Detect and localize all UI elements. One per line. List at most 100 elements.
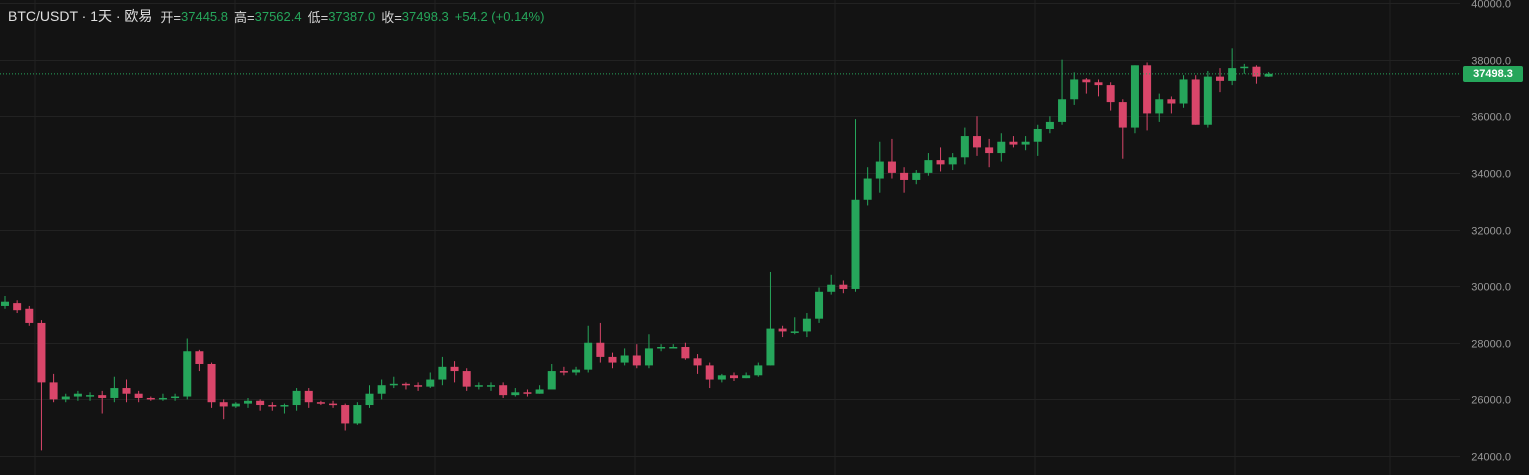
candle-78[interactable] — [948, 153, 957, 171]
candle-7[interactable] — [86, 392, 95, 401]
candle-18[interactable] — [219, 399, 228, 420]
candle-9[interactable] — [110, 376, 119, 403]
candle-72[interactable] — [875, 141, 884, 193]
candle-31[interactable] — [377, 379, 386, 400]
candle-22[interactable] — [268, 402, 277, 411]
candle-98[interactable] — [1191, 75, 1200, 125]
candle-12[interactable] — [146, 396, 155, 401]
candle-58[interactable] — [705, 362, 714, 389]
candle-27[interactable] — [329, 400, 338, 408]
candle-65[interactable] — [790, 317, 799, 335]
candle-79[interactable] — [960, 127, 969, 165]
candle-81[interactable] — [985, 138, 994, 168]
candle-77[interactable] — [936, 147, 945, 172]
candle-97[interactable] — [1179, 75, 1188, 108]
candle-96[interactable] — [1167, 96, 1176, 114]
candle-23[interactable] — [280, 403, 289, 414]
candle-90[interactable] — [1094, 79, 1103, 97]
candle-36[interactable] — [438, 356, 447, 386]
candle-82[interactable] — [997, 133, 1006, 162]
candle-73[interactable] — [887, 138, 896, 179]
candle-91[interactable] — [1106, 82, 1115, 111]
candle-15[interactable] — [183, 338, 192, 400]
candle-32[interactable] — [389, 376, 398, 389]
candle-3[interactable] — [37, 320, 46, 451]
candle-66[interactable] — [802, 313, 811, 338]
candle-86[interactable] — [1045, 116, 1054, 134]
candle-4[interactable] — [49, 373, 58, 403]
candle-103[interactable] — [1252, 65, 1261, 84]
candle-17[interactable] — [207, 362, 216, 408]
candle-13[interactable] — [158, 393, 167, 401]
candle-1[interactable] — [13, 300, 22, 314]
candle-76[interactable] — [924, 153, 933, 176]
symbol-title[interactable]: BTC/USDT · 1天 · 欧易 — [8, 8, 153, 24]
candle-35[interactable] — [426, 372, 435, 389]
candle-94[interactable] — [1143, 62, 1152, 131]
candle-67[interactable] — [815, 287, 824, 323]
candle-8[interactable] — [98, 390, 107, 414]
candle-26[interactable] — [316, 400, 325, 406]
candle-37[interactable] — [450, 361, 459, 383]
candle-68[interactable] — [827, 274, 836, 295]
candle-54[interactable] — [657, 344, 666, 352]
candle-19[interactable] — [231, 402, 240, 408]
candle-56[interactable] — [681, 342, 690, 360]
candle-102[interactable] — [1240, 63, 1249, 74]
candle-63[interactable] — [766, 271, 775, 366]
candle-49[interactable] — [596, 322, 605, 363]
candle-16[interactable] — [195, 349, 204, 372]
candle-48[interactable] — [584, 325, 593, 373]
candle-14[interactable] — [171, 393, 180, 401]
candle-28[interactable] — [341, 403, 350, 431]
candle-20[interactable] — [244, 397, 252, 408]
candle-88[interactable] — [1070, 72, 1079, 105]
candle-83[interactable] — [1009, 136, 1018, 148]
candle-25[interactable] — [304, 388, 313, 408]
candle-50[interactable] — [608, 352, 617, 369]
candle-104[interactable] — [1264, 72, 1273, 77]
candle-46[interactable] — [559, 366, 568, 376]
candle-99[interactable] — [1203, 70, 1212, 128]
candle-101[interactable] — [1228, 48, 1237, 86]
candle-85[interactable] — [1033, 124, 1042, 156]
candle-11[interactable] — [134, 390, 143, 403]
candle-74[interactable] — [900, 167, 909, 193]
candle-75[interactable] — [912, 170, 921, 185]
candle-92[interactable] — [1118, 99, 1127, 159]
candle-21[interactable] — [256, 399, 265, 411]
candle-51[interactable] — [620, 348, 629, 366]
candle-71[interactable] — [863, 167, 872, 206]
candle-2[interactable] — [25, 305, 34, 326]
candle-43[interactable] — [523, 389, 532, 397]
candle-61[interactable] — [742, 372, 751, 379]
candle-29[interactable] — [353, 402, 362, 425]
candle-47[interactable] — [572, 366, 581, 376]
candle-53[interactable] — [644, 334, 653, 369]
candle-34[interactable] — [414, 382, 423, 391]
candle-55[interactable] — [669, 344, 678, 349]
candle-45[interactable] — [547, 363, 556, 390]
candle-89[interactable] — [1082, 78, 1091, 94]
candle-93[interactable] — [1130, 65, 1139, 134]
candle-5[interactable] — [61, 393, 70, 403]
candle-30[interactable] — [365, 385, 374, 408]
candle-69[interactable] — [839, 280, 848, 294]
candle-95[interactable] — [1155, 93, 1164, 122]
candle-87[interactable] — [1058, 59, 1067, 125]
candle-10[interactable] — [122, 379, 131, 403]
candle-59[interactable] — [717, 373, 726, 383]
candle-33[interactable] — [401, 382, 410, 390]
candle-84[interactable] — [1021, 136, 1030, 151]
candle-24[interactable] — [292, 388, 301, 411]
candle-39[interactable] — [474, 382, 483, 390]
candle-42[interactable] — [511, 388, 520, 397]
candle-40[interactable] — [487, 382, 495, 391]
candle-62[interactable] — [754, 362, 763, 377]
candle-44[interactable] — [535, 385, 544, 394]
candle-60[interactable] — [730, 372, 738, 381]
candle-100[interactable] — [1216, 68, 1224, 93]
candle-70[interactable] — [851, 119, 860, 292]
